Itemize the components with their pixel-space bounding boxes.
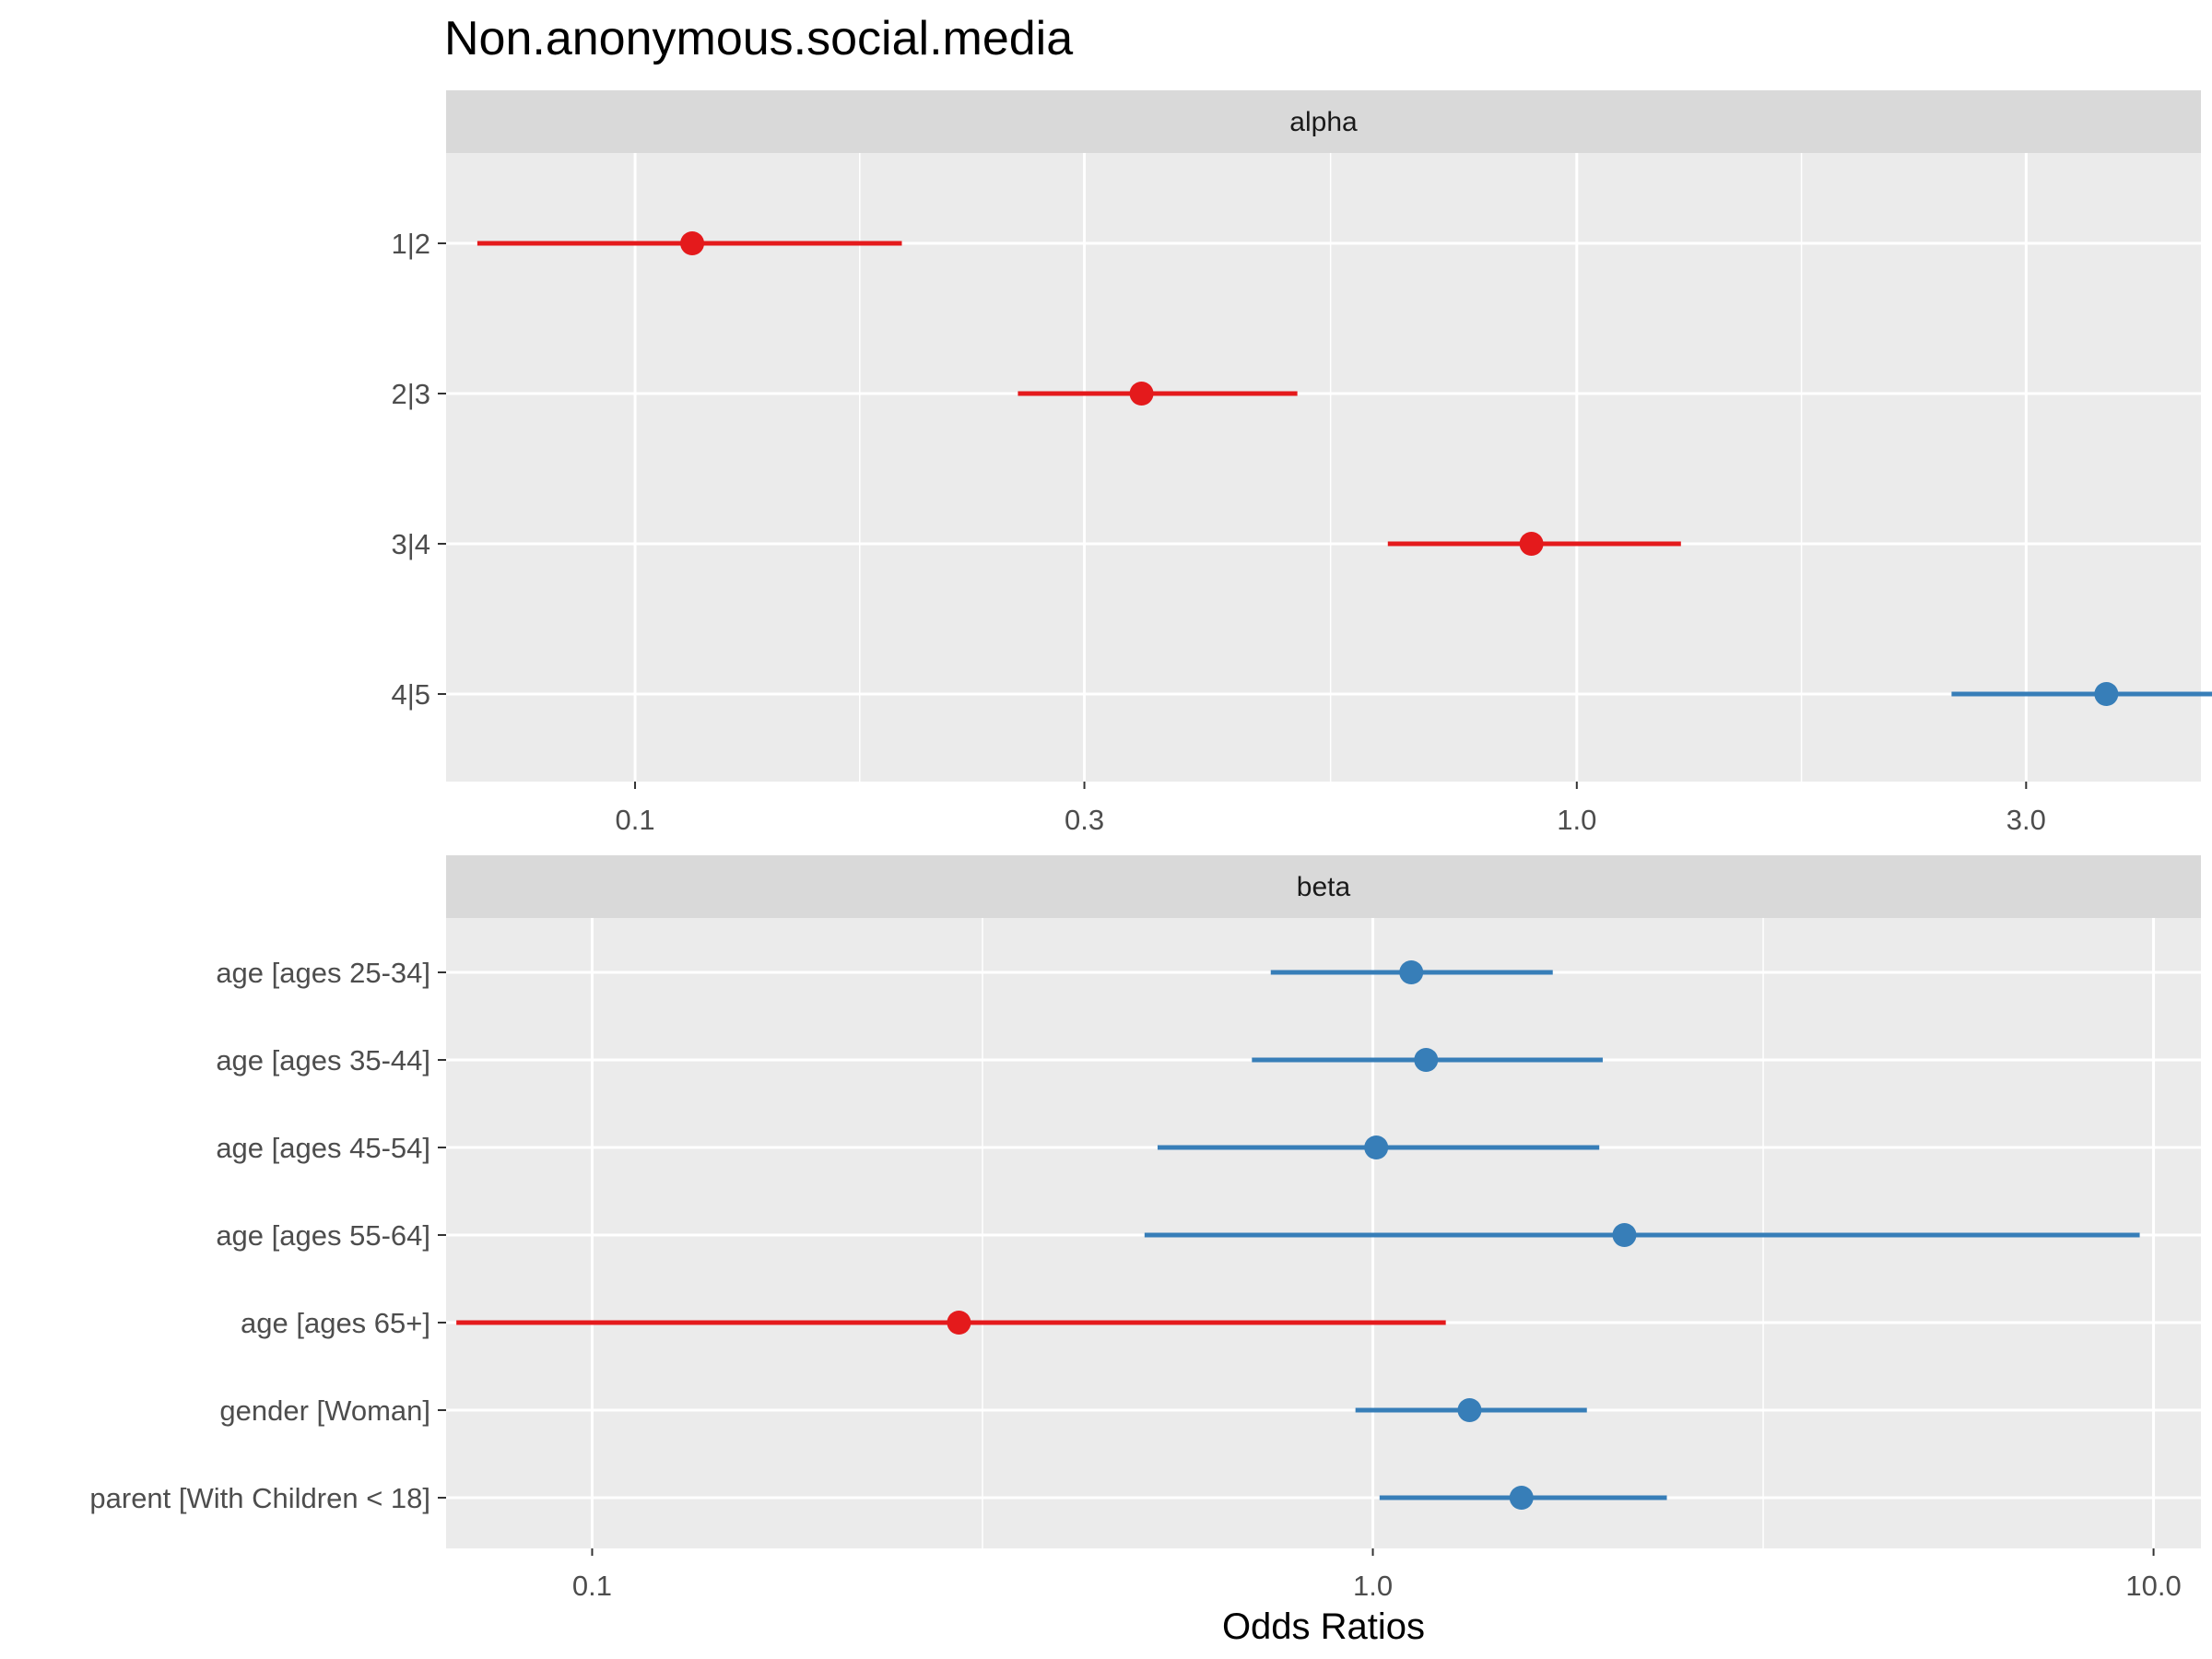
- estimate-point: [1399, 960, 1424, 984]
- y-tick-label: 3|4: [391, 528, 430, 560]
- x-tick-label: 0.1: [615, 804, 654, 836]
- y-tick-label: age [ages 65+]: [241, 1307, 430, 1339]
- y-tick-label: 1|2: [391, 228, 430, 260]
- y-tick-label: age [ages 25-34]: [216, 957, 430, 989]
- estimate-point: [947, 1311, 971, 1335]
- y-tick-label: 2|3: [391, 378, 430, 410]
- estimate-point: [1612, 1223, 1637, 1247]
- x-axis-title: Odds Ratios: [1222, 1606, 1425, 1647]
- estimate-point: [1519, 532, 1544, 556]
- y-tick-label: age [ages 55-64]: [216, 1219, 430, 1252]
- x-tick-label: 1.0: [1353, 1570, 1393, 1602]
- estimate-point: [2094, 682, 2119, 706]
- panel-background-alpha: [446, 153, 2201, 782]
- x-tick-label: 0.1: [572, 1570, 612, 1602]
- facet-strip-alpha: [446, 90, 2201, 153]
- facet-strip-label: alpha: [1289, 107, 1358, 137]
- chart-title: Non.anonymous.social.media: [444, 12, 1074, 65]
- estimate-point: [1364, 1135, 1389, 1159]
- x-tick-label: 1.0: [1557, 804, 1596, 836]
- estimate-point: [1129, 382, 1154, 406]
- y-tick-label: 4|5: [391, 678, 430, 711]
- facet-strip-beta: [446, 855, 2201, 918]
- facet-strip-label: beta: [1297, 872, 1351, 902]
- estimate-point: [1414, 1048, 1439, 1072]
- x-tick-label: 0.3: [1065, 804, 1104, 836]
- x-tick-label: 10.0: [2125, 1570, 2181, 1602]
- y-tick-label: age [ages 35-44]: [216, 1044, 430, 1077]
- y-tick-label: gender [Woman]: [219, 1394, 430, 1427]
- estimate-point: [1509, 1486, 1534, 1510]
- estimate-point: [680, 231, 705, 255]
- x-tick-label: 3.0: [2006, 804, 2046, 836]
- estimate-point: [1457, 1398, 1482, 1422]
- y-tick-label: parent [With Children < 18]: [89, 1482, 430, 1514]
- y-tick-label: age [ages 45-54]: [216, 1132, 430, 1164]
